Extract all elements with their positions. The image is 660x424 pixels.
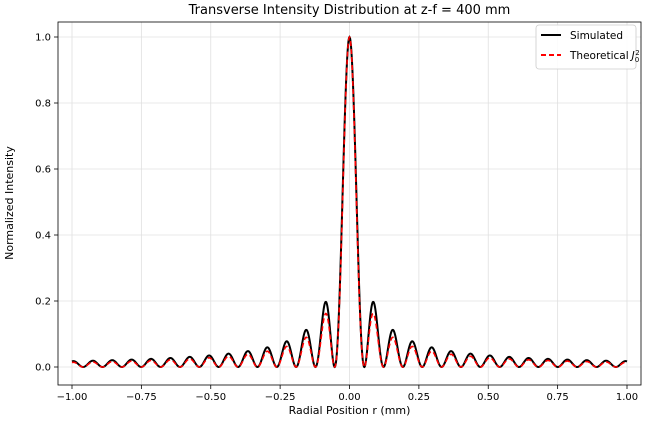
curves xyxy=(71,35,628,369)
x-tick-label: −0.50 xyxy=(195,392,226,403)
x-tick-label: 0.00 xyxy=(338,392,360,403)
legend-simulated-label: Simulated xyxy=(570,30,623,42)
y-ticks: 0.0 0.2 0.4 0.6 0.8 1.0 xyxy=(35,33,58,374)
y-axis-label: Normalized Intensity xyxy=(3,146,16,260)
x-tick-label: −0.75 xyxy=(126,392,157,403)
legend-theoretical-label: Theoretical J02 xyxy=(569,49,640,64)
y-tick-label: 0.8 xyxy=(35,99,51,110)
x-tick-label: 0.50 xyxy=(477,392,499,403)
y-tick-label: 1.0 xyxy=(35,33,51,44)
x-ticks: −1.00 −0.75 −0.50 −0.25 0.00 0.25 0.50 0.75 1.00 xyxy=(57,385,638,403)
legend-theoretical-text: Theoretical xyxy=(569,50,629,62)
grid xyxy=(58,22,641,385)
y-tick-label: 0.6 xyxy=(35,165,51,176)
x-tick-label: −0.25 xyxy=(265,392,296,403)
x-tick-label: −1.00 xyxy=(57,392,88,403)
series-theoretical-line xyxy=(71,35,628,368)
legend: Simulated Theoretical J02 xyxy=(535,24,640,70)
x-tick-label: 0.75 xyxy=(546,392,568,403)
y-tick-label: 0.0 xyxy=(35,363,51,374)
y-tick-label: 0.4 xyxy=(35,231,51,242)
chart-title: Transverse Intensity Distribution at z-f… xyxy=(188,3,511,18)
x-tick-label: 0.25 xyxy=(408,392,430,403)
y-tick-label: 0.2 xyxy=(35,297,51,308)
x-axis-label: Radial Position r (mm) xyxy=(289,404,411,417)
x-tick-label: 1.00 xyxy=(616,392,638,403)
